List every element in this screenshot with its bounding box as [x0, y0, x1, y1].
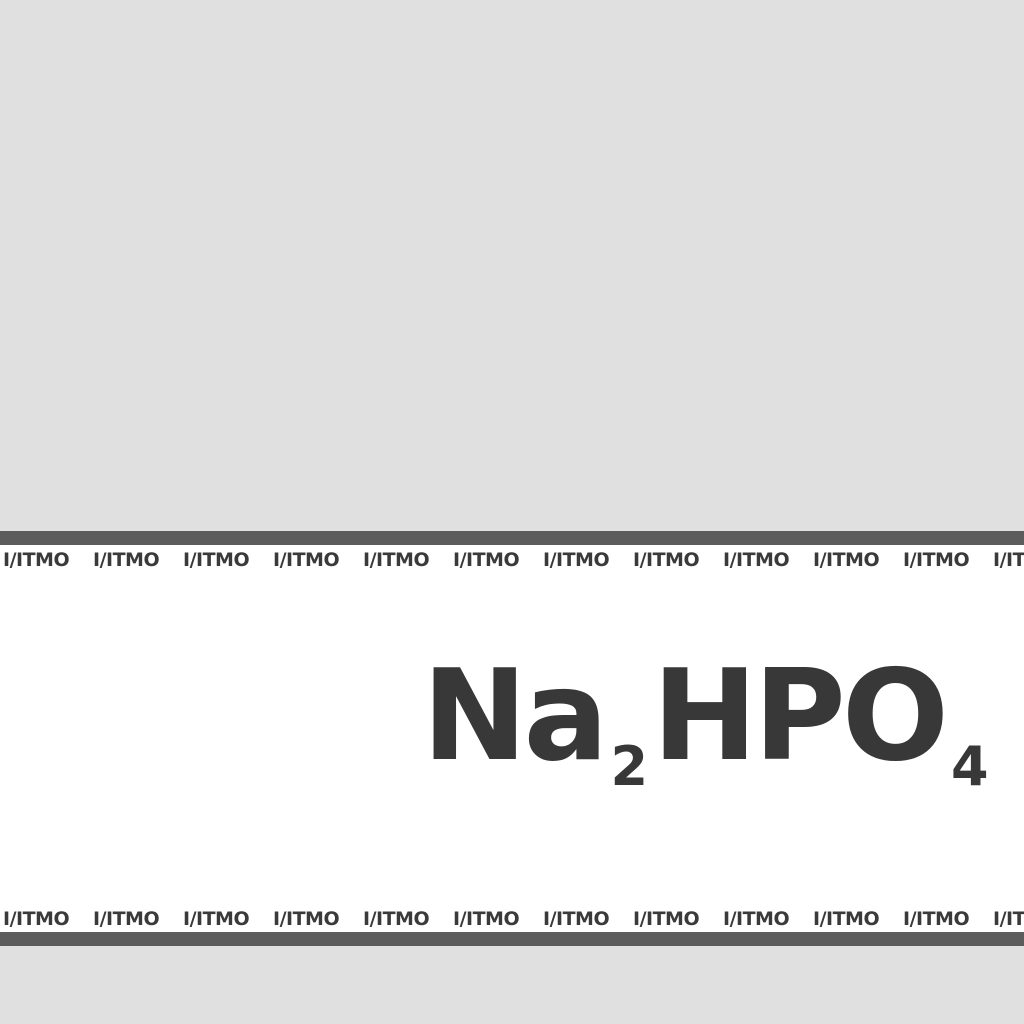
top-band — [0, 531, 1024, 545]
itmo-logo: I/ITMO — [993, 908, 1024, 930]
itmo-logo: I/ITMO — [903, 908, 970, 930]
itmo-logo: I/ITMO — [183, 908, 250, 930]
chemical-label: I/ITMO I/ITMO I/ITMO I/ITMO I/ITMO I/ITMO I/IT… — [0, 545, 1024, 932]
itmo-logo: I/ITMO — [183, 549, 250, 571]
itmo-logo: I/ITMO — [543, 549, 610, 571]
itmo-logo: I/ITMO — [903, 549, 970, 571]
bottom-band — [0, 932, 1024, 946]
itmo-logo: I/ITMO — [363, 908, 430, 930]
itmo-logo: I/ITMO — [93, 549, 160, 571]
itmo-logo: I/ITMO — [633, 549, 700, 571]
itmo-logo: I/ITMO — [813, 908, 880, 930]
itmo-logo: I/ITMO — [633, 908, 700, 930]
itmo-logo: I/ITMO — [273, 908, 340, 930]
logo-strip-bottom: I/ITMO I/ITMO I/ITMO I/ITMO I/ITMO I/ITMO I/IT… — [0, 907, 1024, 931]
itmo-logo: I/ITMO — [543, 908, 610, 930]
itmo-logo: I/ITMO — [723, 549, 790, 571]
itmo-logo: I/ITMO — [453, 908, 520, 930]
logo-strip-top: I/ITMO I/ITMO I/ITMO I/ITMO I/ITMO I/ITMO I/IT… — [0, 548, 1024, 572]
formula-subscript: 2 — [610, 735, 649, 798]
itmo-logo: I/ITMO — [93, 908, 160, 930]
itmo-logo: I/ITMO — [273, 549, 340, 571]
itmo-logo: I/ITMO — [3, 549, 70, 571]
formula-subscript: 4 — [950, 735, 989, 798]
formula-element: HPO — [652, 642, 949, 789]
itmo-logo: I/ITMO — [3, 908, 70, 930]
itmo-logo: I/ITMO — [723, 908, 790, 930]
itmo-logo: I/ITMO — [993, 549, 1024, 571]
itmo-logo: I/ITMO — [453, 549, 520, 571]
formula-element: Na — [422, 642, 608, 789]
itmo-logo: I/ITMO — [363, 549, 430, 571]
chemical-formula: Na 2HPO 4 — [422, 653, 993, 794]
itmo-logo: I/ITMO — [813, 549, 880, 571]
